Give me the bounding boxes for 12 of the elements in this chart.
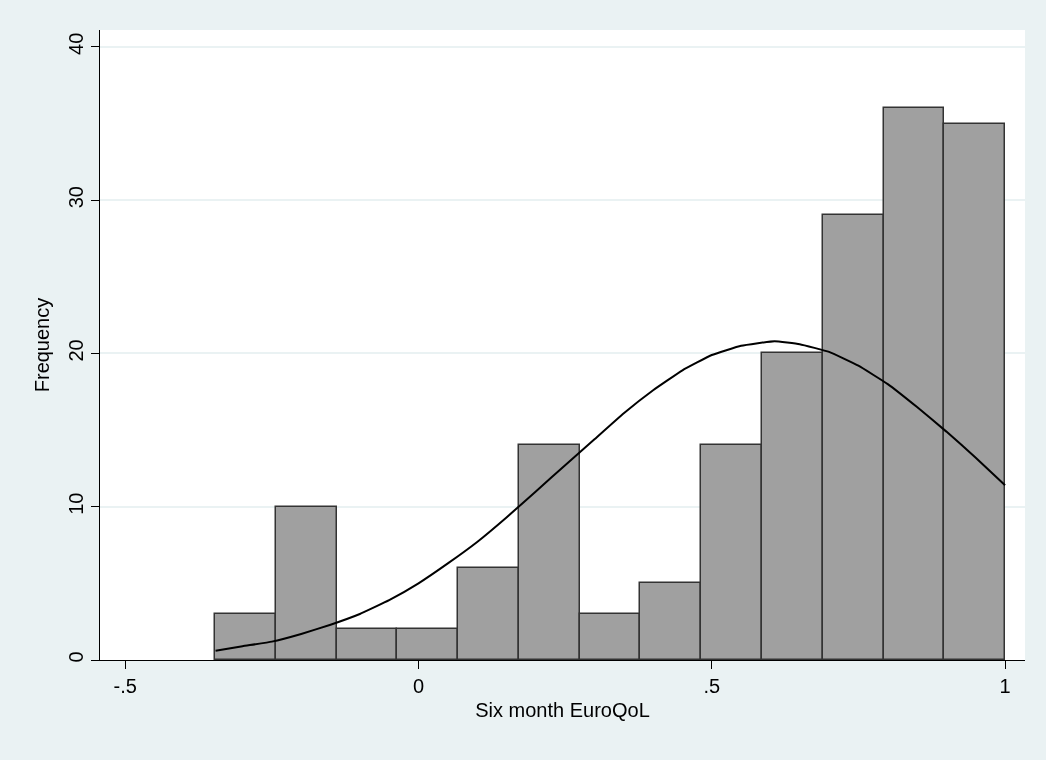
y-tick-label: 30 [65,186,87,209]
y-tick-label: 0 [65,651,87,663]
y-tick-label: 40 [65,32,87,55]
x-tick-label: 0 [412,675,425,697]
x-tick-label: 1 [999,675,1011,697]
x-axis-title: Six month EuroQoL [475,698,650,721]
x-tick-label: -.5 [113,675,137,697]
y-tick-label: 20 [65,339,87,362]
y-axis-title: Frequency [30,297,53,393]
line-series [214,340,1007,652]
y-tick-label: 10 [65,492,87,515]
x-tick-label: .5 [703,675,721,697]
